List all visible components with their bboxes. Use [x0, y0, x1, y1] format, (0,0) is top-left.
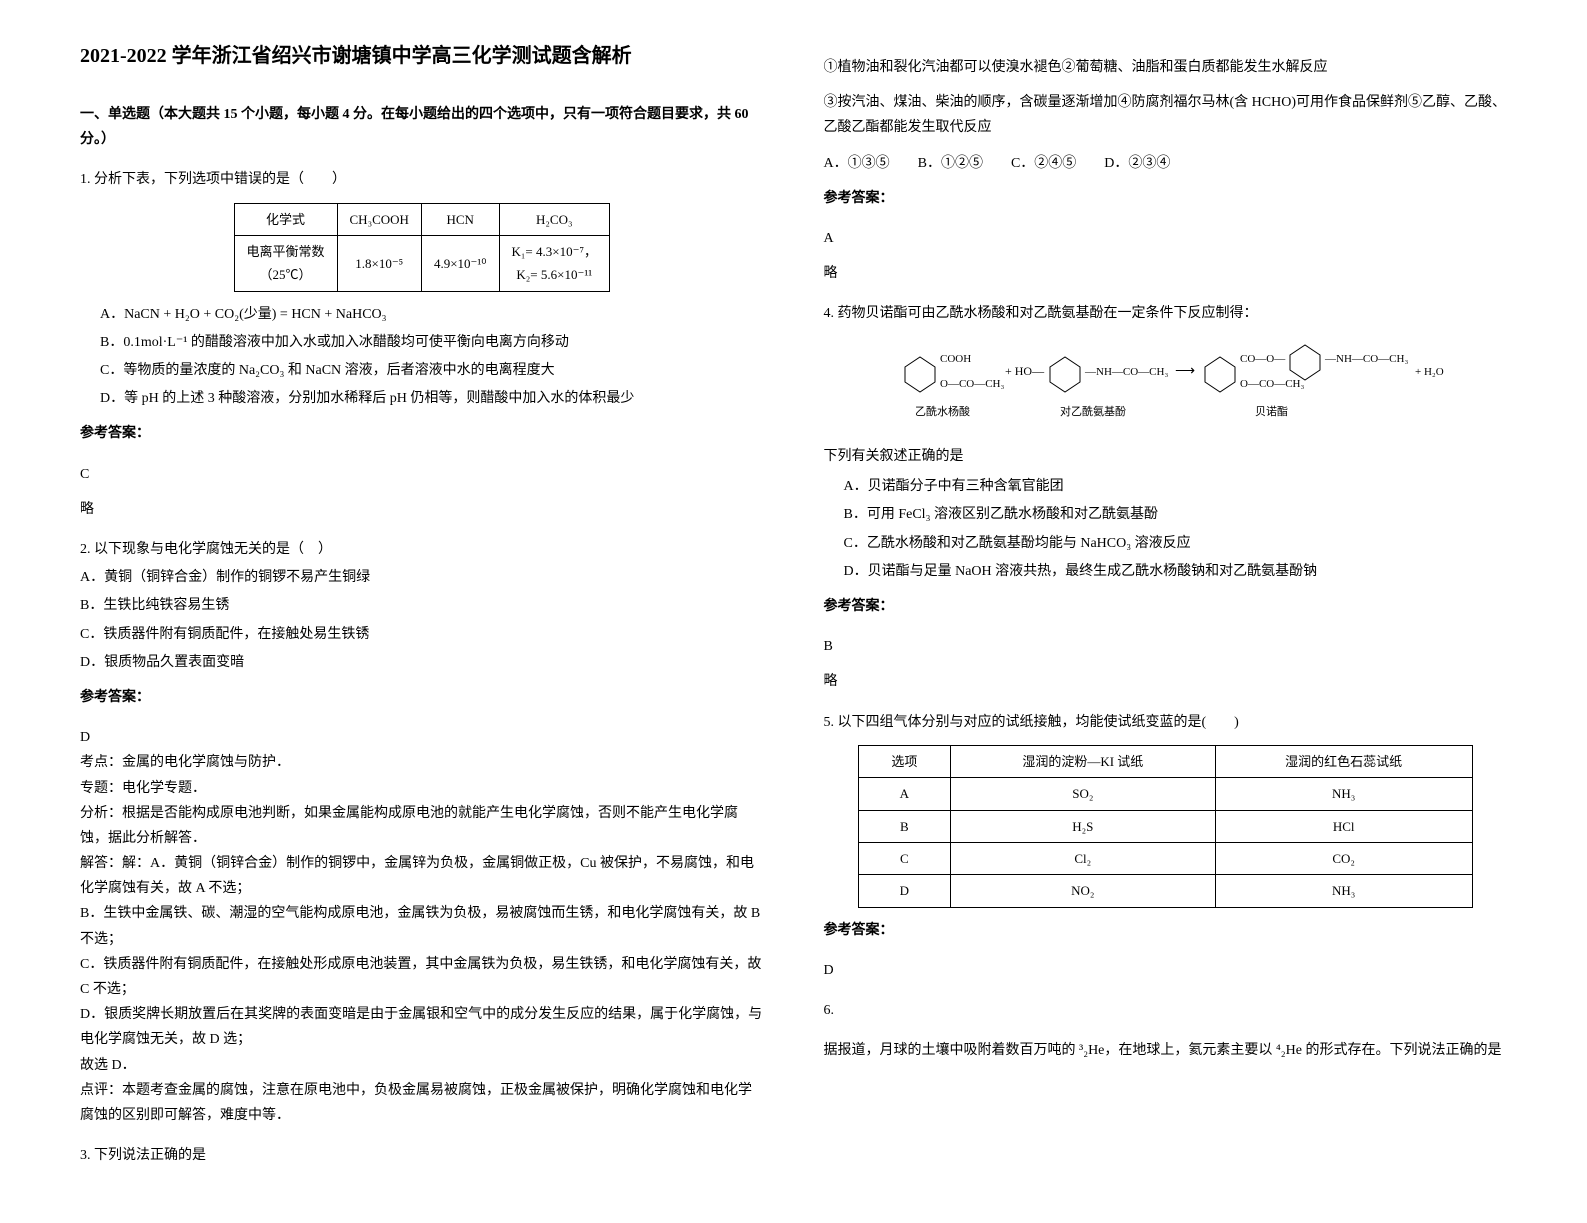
q3-line1: ①植物油和裂化汽油都可以使溴水褪色②葡萄糖、油脂和蛋白质都能发生水解反应	[824, 55, 1508, 80]
svg-text:+ H₂O: + H₂O	[1415, 366, 1444, 378]
q6-line1: 据报道，月球的土壤中吸附着数百万吨的 ³₂He，在地球上，氦元素主要以 ⁴₂He…	[824, 1038, 1508, 1063]
q5-B-0: B	[858, 810, 950, 842]
q1-th-2: HCN	[421, 203, 499, 235]
q4-note: 略	[824, 669, 1508, 694]
q2-optC: C．铁质器件附有铜质配件，在接触处易生铁锈	[80, 622, 764, 647]
svg-text:O—CO—CH₃: O—CO—CH₃	[940, 378, 1005, 390]
q1-note: 略	[80, 497, 764, 522]
q1-th-3: H₂CO₃	[499, 203, 609, 235]
q4-substem: 下列有关叙述正确的是	[824, 444, 1508, 469]
q1-answer: C	[80, 462, 764, 487]
svg-text:+ HO—: + HO—	[1005, 364, 1045, 378]
q2-expl-2: 专题：电化学专题．	[80, 776, 764, 801]
q1-optD: D．等 pH 的上述 3 种酸溶液，分别加水稀释后 pH 仍相等，则醋酸中加入水…	[100, 386, 764, 411]
q2-answer: D	[80, 725, 764, 750]
q2-optD: D．银质物品久置表面变暗	[80, 650, 764, 675]
q1-optB: B．0.1mol·L⁻¹ 的醋酸溶液中加入水或加入冰醋酸均可使平衡向电离方向移动	[100, 330, 764, 355]
question-3-stem: 3. 下列说法正确的是	[80, 1143, 764, 1168]
q5-th-1: 湿润的淀粉—KI 试纸	[951, 745, 1215, 777]
page-title: 2021-2022 学年浙江省绍兴市谢塘镇中学高三化学测试题含解析	[80, 40, 764, 72]
q2-expl-1: 考点：金属的电化学腐蚀与防护．	[80, 750, 764, 775]
q2-expl-7: D．银质奖牌长期放置后在其奖牌的表面变暗是由于金属银和空气中的成分发生反应的结果…	[80, 1002, 764, 1052]
q4-label3: 贝诺酯	[1255, 405, 1288, 418]
q4-optA: A．贝诺酯分子中有三种含氧官能团	[844, 474, 1508, 499]
q5-C-0: C	[858, 842, 950, 874]
q1-optC: C．等物质的量浓度的 Na₂CO₃ 和 NaCN 溶液，后者溶液中水的电离程度大	[100, 358, 764, 383]
q1-stem: 1. 分析下表，下列选项中错误的是（ ）	[80, 167, 764, 192]
q4-answer: B	[824, 634, 1508, 659]
q4-label2: 对乙酰氨基酚	[1060, 404, 1126, 418]
q3-answer: A	[824, 226, 1508, 251]
q2-optA: A．黄铜（铜锌合金）制作的铜锣不易产生铜绿	[80, 565, 764, 590]
q5-answer: D	[824, 958, 1508, 983]
question-1: 1. 分析下表，下列选项中错误的是（ ） 化学式 CH₃COOH HCN H₂C…	[80, 167, 764, 522]
q4-stem: 4. 药物贝诺酯可由乙酰水杨酸和对乙酰氨基酚在一定条件下反应制得：	[824, 301, 1508, 326]
q6-stem: 6.	[824, 998, 1508, 1023]
q3-stem: 3. 下列说法正确的是	[80, 1143, 764, 1168]
q1-th-1: CH₃COOH	[337, 203, 421, 235]
q4-reaction-diagram: COOH O—CO—CH₃ + HO— —NH—CO—CH₃ ⟶ CO—O— —…	[824, 337, 1508, 435]
q1-optA: A．NaCN + H₂O + CO₂(少量) = HCN + NaHCO₃	[100, 302, 764, 327]
svg-text:⟶: ⟶	[1175, 364, 1195, 379]
section-heading: 一、单选题（本大题共 15 个小题，每小题 4 分。在每小题给出的四个选项中，只…	[80, 102, 764, 152]
left-column: 2021-2022 学年浙江省绍兴市谢塘镇中学高三化学测试题含解析 一、单选题（…	[80, 40, 764, 1183]
question-5: 5. 以下四组气体分别与对应的试纸接触，均能使试纸变蓝的是( ) 选项 湿润的淀…	[824, 710, 1508, 984]
q5-answer-label: 参考答案：	[824, 918, 1508, 943]
svg-text:—NH—CO—CH₃: —NH—CO—CH₃	[1084, 366, 1168, 378]
question-2: 2. 以下现象与电化学腐蚀无关的是（ ） A．黄铜（铜锌合金）制作的铜锣不易产生…	[80, 537, 764, 1128]
reaction-svg: COOH O—CO—CH₃ + HO— —NH—CO—CH₃ ⟶ CO—O— —…	[885, 337, 1445, 427]
question-4: 4. 药物贝诺酯可由乙酰水杨酸和对乙酰氨基酚在一定条件下反应制得： COOH O…	[824, 301, 1508, 694]
question-3-continued: ①植物油和裂化汽油都可以使溴水褪色②葡萄糖、油脂和蛋白质都能发生水解反应 ③按汽…	[824, 55, 1508, 286]
right-column: ①植物油和裂化汽油都可以使溴水褪色②葡萄糖、油脂和蛋白质都能发生水解反应 ③按汽…	[824, 40, 1508, 1183]
q5-th-2: 湿润的红色石蕊试纸	[1215, 745, 1472, 777]
q5-D-0: D	[858, 875, 950, 907]
q5-th-0: 选项	[858, 745, 950, 777]
q1-answer-label: 参考答案：	[80, 421, 764, 446]
q2-expl-9: 点评：本题考查金属的腐蚀，注意在原电池中，负极金属易被腐蚀，正极金属被保护，明确…	[80, 1078, 764, 1128]
q5-B-2: HCl	[1215, 810, 1472, 842]
q5-A-0: A	[858, 778, 950, 810]
q5-A-2: NH₃	[1215, 778, 1472, 810]
q4-optB: B．可用 FeCl₃ 溶液区别乙酰水杨酸和对乙酰氨基酚	[844, 502, 1508, 527]
svg-text:COOH: COOH	[940, 353, 971, 365]
q5-B-1: H₂S	[951, 810, 1215, 842]
q5-stem: 5. 以下四组气体分别与对应的试纸接触，均能使试纸变蓝的是( )	[824, 710, 1508, 735]
q5-D-1: NO₂	[951, 875, 1215, 907]
q5-C-1: Cl₂	[951, 842, 1215, 874]
q3-options: A．①③⑤ B．①②⑤ C．②④⑤ D．②③④	[824, 151, 1508, 176]
q2-expl-5: B．生铁中金属铁、碳、潮湿的空气能构成原电池，金属铁为负极，易被腐蚀而生锈，和电…	[80, 901, 764, 951]
q2-expl-4: 解答：解：A．黄铜（铜锌合金）制作的铜锣中，金属锌为负极，金属铜做正极，Cu 被…	[80, 851, 764, 901]
q5-D-2: NH₃	[1215, 875, 1472, 907]
q2-stem: 2. 以下现象与电化学腐蚀无关的是（ ）	[80, 537, 764, 562]
question-6: 6. 据报道，月球的土壤中吸附着数百万吨的 ³₂He，在地球上，氦元素主要以 ⁴…	[824, 998, 1508, 1063]
q4-optD: D．贝诺酯与足量 NaOH 溶液共热，最终生成乙酰水杨酸钠和对乙酰氨基酚钠	[844, 559, 1508, 584]
q3-line2: ③按汽油、煤油、柴油的顺序，含碳量逐渐增加④防腐剂福尔马林(含 HCHO)可用作…	[824, 90, 1508, 140]
q1-table: 化学式 CH₃COOH HCN H₂CO₃ 电离平衡常数 （25℃） 1.8×1…	[234, 203, 611, 292]
q3-answer-label: 参考答案：	[824, 186, 1508, 211]
q4-answer-label: 参考答案：	[824, 594, 1508, 619]
q1-row-label: 电离平衡常数 （25℃）	[234, 235, 337, 291]
q2-expl-6: C．铁质器件附有铜质配件，在接触处形成原电池装置，其中金属铁为负极，易生铁锈，和…	[80, 952, 764, 1002]
q5-table: 选项 湿润的淀粉—KI 试纸 湿润的红色石蕊试纸 A SO₂ NH₃ B H₂S…	[858, 745, 1473, 908]
q5-A-1: SO₂	[951, 778, 1215, 810]
q2-answer-label: 参考答案：	[80, 685, 764, 710]
q1-th-0: 化学式	[234, 203, 337, 235]
svg-text:CO—O—: CO—O—	[1240, 353, 1286, 365]
q5-C-2: CO₂	[1215, 842, 1472, 874]
q2-optB: B．生铁比纯铁容易生锈	[80, 593, 764, 618]
q4-label1: 乙酰水杨酸	[915, 404, 970, 418]
q1-cell-0: 1.8×10⁻⁵	[337, 235, 421, 291]
q3-note: 略	[824, 261, 1508, 286]
q1-cell-2: K₁= 4.3×10⁻⁷， K₂= 5.6×10⁻¹¹	[499, 235, 609, 291]
q1-cell-1: 4.9×10⁻¹⁰	[421, 235, 499, 291]
svg-text:—NH—CO—CH₃: —NH—CO—CH₃	[1324, 353, 1408, 365]
q4-optC: C．乙酰水杨酸和对乙酰氨基酚均能与 NaHCO₃ 溶液反应	[844, 531, 1508, 556]
q2-expl-8: 故选 D．	[80, 1053, 764, 1078]
svg-text:O—CO—CH₃: O—CO—CH₃	[1240, 378, 1305, 390]
q2-expl-3: 分析：根据是否能构成原电池判断，如果金属能构成原电池的就能产生电化学腐蚀，否则不…	[80, 801, 764, 851]
